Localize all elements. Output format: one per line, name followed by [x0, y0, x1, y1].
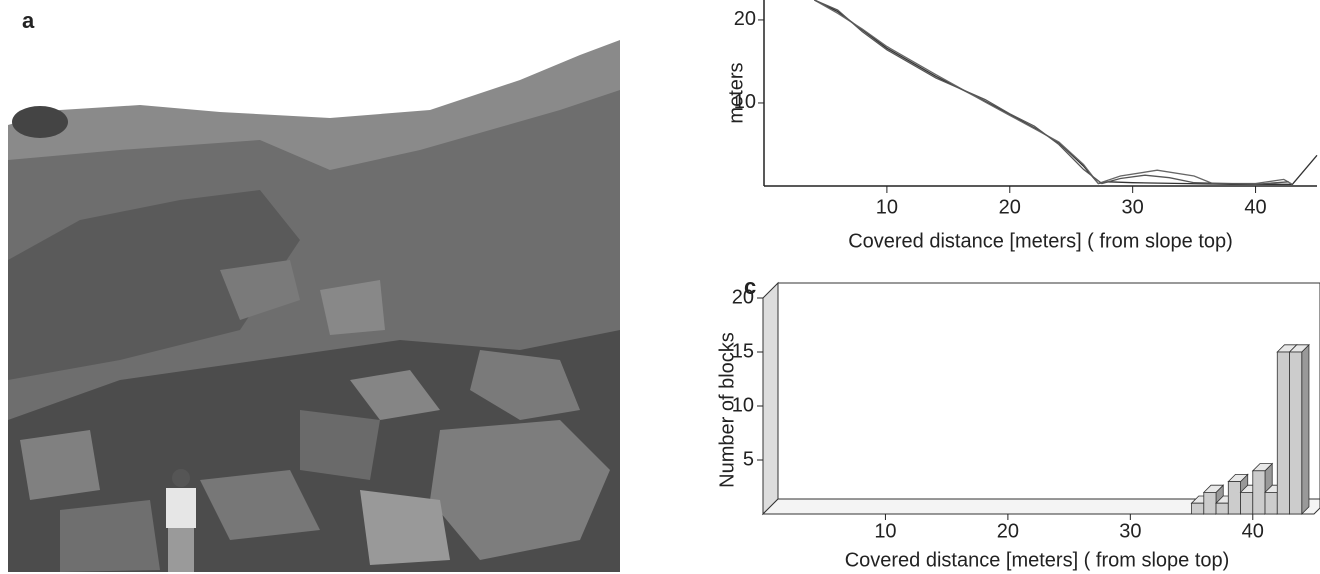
x-axis-label: Covered distance [meters] ( from slope t… — [848, 230, 1233, 252]
x-tick-label: 20 — [999, 196, 1021, 218]
figure: a 10 20 10 20 30 40 Covered distance [meters] … — [0, 0, 1320, 574]
x-tick-label: 10 — [874, 520, 896, 542]
photo: a — [8, 0, 620, 572]
panel-label: a — [22, 8, 35, 33]
y-axis-label: Number of blocks — [716, 332, 738, 488]
bar-front — [1290, 352, 1302, 514]
bar-front — [1253, 471, 1265, 514]
trajectory — [814, 0, 1288, 184]
trajectory — [814, 0, 1317, 184]
bar-side — [1302, 345, 1309, 514]
bar-front — [1265, 492, 1277, 514]
bar — [1290, 345, 1309, 514]
bar-front — [1216, 503, 1228, 514]
x-tick-label: 10 — [876, 196, 898, 218]
trajectory — [814, 0, 1292, 184]
x-tick-label: 40 — [1242, 520, 1264, 542]
bar-front — [1241, 492, 1253, 514]
y-tick-label: 20 — [734, 8, 756, 30]
x-tick-label: 40 — [1244, 196, 1266, 218]
panel-label: c — [744, 274, 756, 299]
page: {"photo": {"label": "a"}, "chart_data": … — [0, 0, 1320, 574]
x-tick-label: 30 — [1119, 520, 1141, 542]
x-tick-label: 20 — [997, 520, 1019, 542]
bar-front — [1277, 352, 1289, 514]
bar-front — [1228, 482, 1240, 514]
y-tick-label: 5 — [743, 448, 754, 470]
bar-front — [1192, 503, 1204, 514]
x-axis-label: Covered distance [meters] ( from slope t… — [845, 549, 1230, 571]
x-tick-label: 30 — [1122, 196, 1144, 218]
bar-front — [1204, 492, 1216, 514]
y-axis-label: meters — [725, 62, 747, 123]
